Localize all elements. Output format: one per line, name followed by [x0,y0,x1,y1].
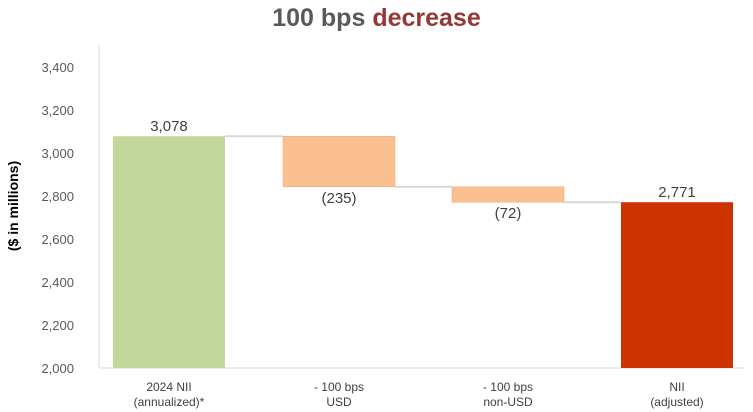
category-label-line2: USD [326,395,352,409]
title-main: 100 bps [272,4,366,32]
category-label-line1: NII [669,380,684,394]
bar [451,186,565,203]
connector-lines [225,135,621,204]
y-tick-label: 3,400 [41,60,74,75]
bar [282,135,396,188]
data-labels: 3,078 (235) (72) 2,771 [150,118,696,222]
bars [113,135,733,368]
y-tick-label: 3,200 [41,103,74,118]
category-label-line2: non-USD [483,395,533,409]
y-axis-title: ($ in millions) [5,161,21,251]
y-tick-label: 2,600 [41,232,74,247]
data-label: (235) [321,190,356,207]
category-label-line1: 2024 NII [146,380,191,394]
y-tick-label: 2,400 [41,275,74,290]
y-tick-labels: 2,000 2,200 2,400 2,600 2,800 3,000 3,200 3,400 [41,60,74,376]
y-tick-label: 2,200 [41,318,74,333]
y-tick-label: 2,800 [41,189,74,204]
y-tick-label: 2,000 [41,361,74,376]
y-tick-label: 3,000 [41,146,74,161]
category-label-line1: - 100 bps [483,380,533,394]
data-label: (72) [495,205,522,222]
category-label-line2: (annualized)* [134,395,205,409]
bar [621,202,733,368]
category-label-line2: (adjusted) [650,395,703,409]
category-label-line1: - 100 bps [314,380,364,394]
title-accent: decrease [372,4,481,32]
bar [113,136,225,368]
data-label: 2,771 [658,184,696,201]
data-label: 3,078 [150,118,188,135]
chart-title: 100 bps decrease [0,4,753,33]
